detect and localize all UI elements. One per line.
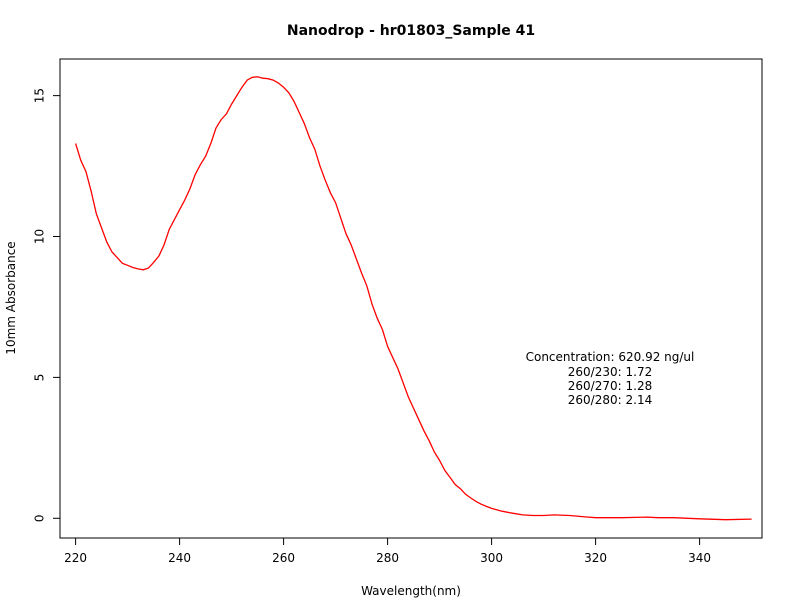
y-tick-label: 5	[33, 374, 47, 382]
x-axis: 220 240 260 280 300 320 340	[64, 537, 711, 565]
y-tick-label: 10	[33, 229, 47, 244]
x-tick-label: 260	[272, 551, 295, 565]
ratio-260-280-annotation: 260/280: 2.14	[568, 393, 652, 407]
x-tick-label: 320	[584, 551, 607, 565]
ratio-260-270-annotation: 260/270: 1.28	[568, 379, 652, 393]
annotation-block: Concentration: 620.92 ng/ul 260/230: 1.7…	[526, 350, 695, 407]
y-tick-label: 0	[33, 514, 47, 522]
concentration-annotation: Concentration: 620.92 ng/ul	[526, 350, 695, 364]
absorbance-line	[74, 76, 752, 521]
y-axis-label: 10mm Absorbance	[4, 241, 18, 354]
x-tick-label: 240	[168, 551, 191, 565]
x-tick-label: 300	[480, 551, 503, 565]
x-tick-label: 220	[64, 551, 87, 565]
chart-title: Nanodrop - hr01803_Sample 41	[287, 23, 535, 39]
y-tick-label: 15	[33, 88, 47, 103]
ratio-260-230-annotation: 260/230: 1.72	[568, 365, 652, 379]
x-axis-label: Wavelength(nm)	[361, 584, 461, 598]
plot-frame	[59, 58, 763, 539]
x-tick-label: 280	[376, 551, 399, 565]
y-axis: 0 5 10 15	[33, 88, 61, 522]
x-tick-label: 340	[688, 551, 711, 565]
